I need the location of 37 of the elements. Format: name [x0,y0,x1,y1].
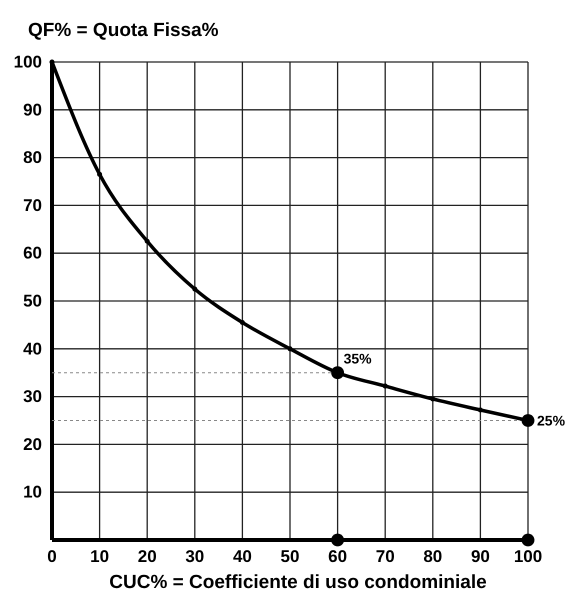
y-tick-label: 100 [14,52,42,72]
x-tick-label: 20 [138,547,157,566]
x-tick-label: 60 [328,547,348,566]
point [97,172,102,177]
y-tick-label: 70 [23,196,42,215]
point [522,534,534,546]
x-tick-label: 100 [514,547,542,566]
x-tick-label: 0 [47,547,57,566]
y-tick-label: 30 [23,387,42,406]
y-tick-label: 40 [23,339,42,358]
y-tick-label: 20 [23,434,42,454]
point [240,320,245,326]
point [331,366,344,380]
x-tick-label: 70 [376,547,395,566]
point [192,286,198,292]
point [478,407,483,412]
annotation: 35% [344,350,372,367]
y-tick-label: 60 [23,244,42,263]
x-tick-label: 50 [280,547,300,566]
point [287,346,293,352]
x-tick-label: 80 [423,547,442,566]
y-tick-label: 80 [23,148,42,168]
y-tick-label: 10 [23,482,42,502]
y-tick-label: 50 [23,291,42,310]
point [331,534,344,546]
x-tick-label: 30 [185,547,204,566]
x-tick-label: 90 [470,547,490,566]
annotation: 25% [537,412,566,428]
y-tick-label: 90 [23,100,42,120]
point [382,384,388,389]
x-tick-label: 10 [90,547,110,566]
x-tick-label: 40 [232,547,252,566]
point [144,238,150,244]
point [430,396,436,402]
x-axis-title: CUC% = Coefficiente di uso condominiale [109,572,487,593]
point [522,414,534,427]
y-axis-title: QF% = Quota Fissa% [28,20,219,41]
